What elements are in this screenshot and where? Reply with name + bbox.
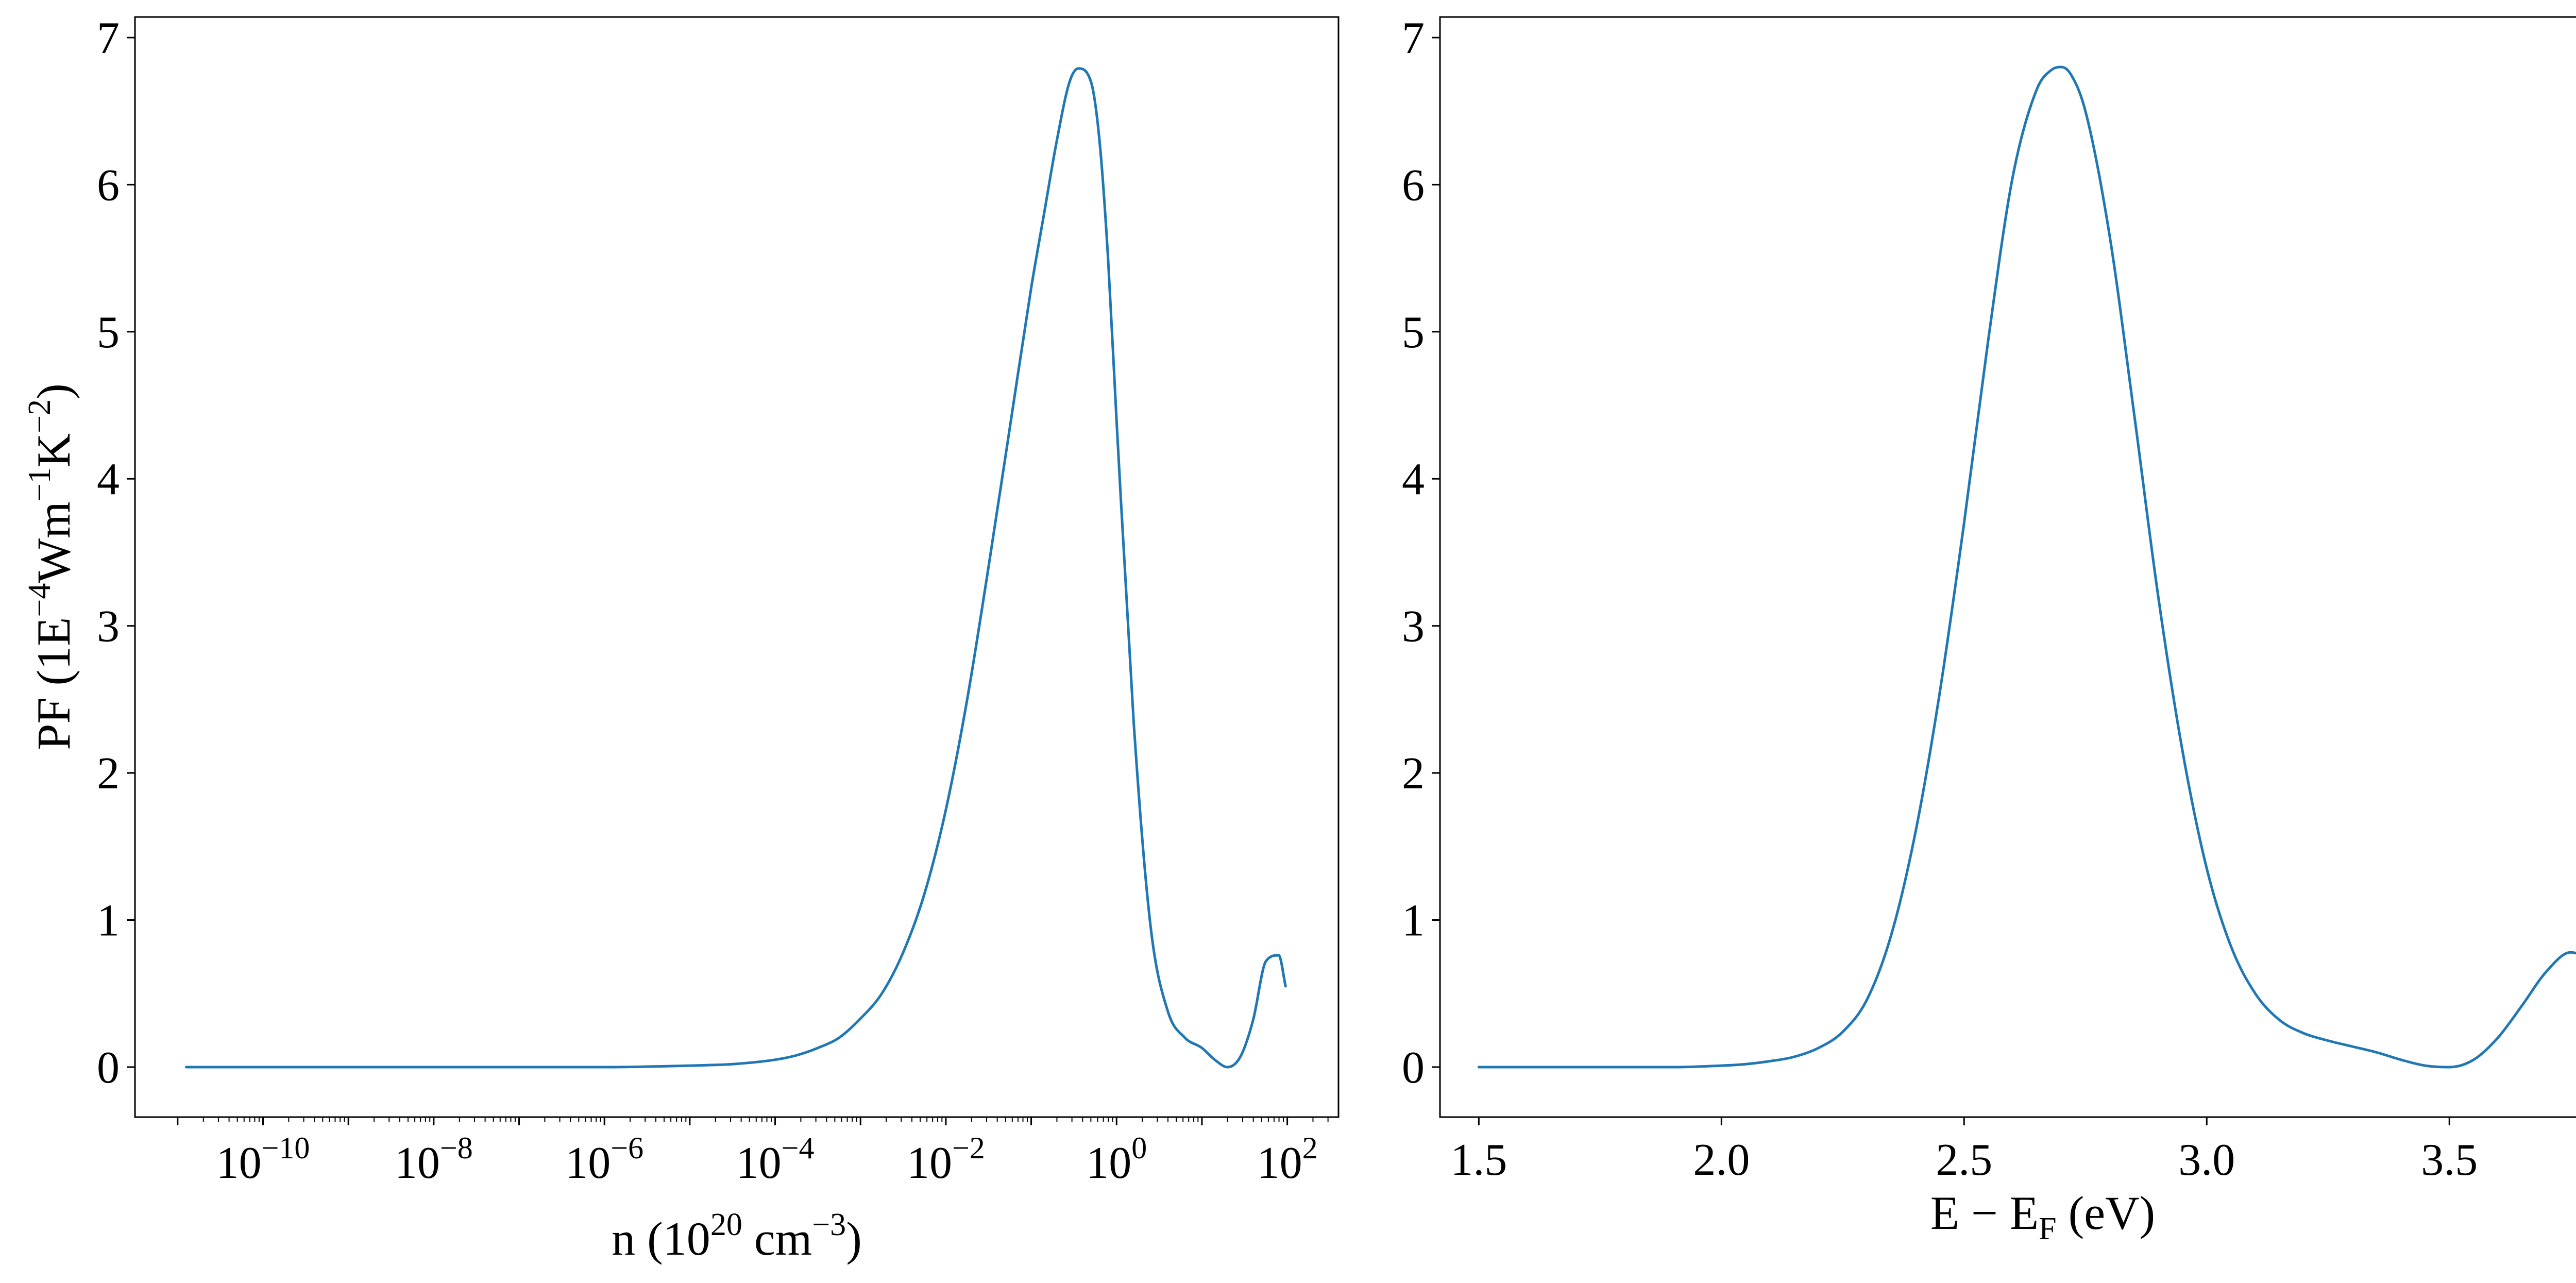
left-y-label-sup1: −4 xyxy=(22,583,57,617)
right-x-label-base: E − E xyxy=(1930,1187,2039,1239)
left-x-tick-label: 10−8 xyxy=(395,1131,473,1188)
left-y-tick-label: 0 xyxy=(97,1043,120,1093)
right-y-tick-labels: 0 1 2 3 4 5 6 7 xyxy=(1402,13,1425,1093)
left-y-label-mid2: K xyxy=(27,433,80,467)
right-y-tick-label: 7 xyxy=(1402,13,1425,63)
left-plot-frame xyxy=(134,16,1340,1118)
right-y-tick-label: 6 xyxy=(1402,160,1425,210)
left-x-tick-label: 10−10 xyxy=(216,1131,310,1188)
left-x-tick-label: 10−6 xyxy=(565,1131,643,1188)
left-y-tick-label: 5 xyxy=(97,308,120,358)
right-series-line xyxy=(1477,65,2576,1069)
right-x-axis-label: E − EF (eV) xyxy=(1930,1187,2155,1246)
right-y-tick-label: 3 xyxy=(1402,602,1425,652)
left-x-tick-label: 100 xyxy=(1086,1131,1147,1188)
right-chart: 0 1 2 3 4 5 6 7 1.5 2.0 2.5 3.0 3.5 E − EF (eV) xyxy=(1402,13,2576,1246)
right-x-tick-label: 3.5 xyxy=(2421,1135,2478,1185)
right-plot-frame xyxy=(1439,16,2576,1118)
left-x-tick-label: 10−4 xyxy=(736,1131,815,1188)
left-y-tick-label: 7 xyxy=(97,13,120,63)
right-x-tick-label: 2.0 xyxy=(1693,1135,1750,1185)
right-x-label-sub: F xyxy=(2039,1211,2056,1246)
right-y-tick-label: 5 xyxy=(1402,308,1425,358)
left-y-tick-label: 4 xyxy=(97,454,120,504)
left-x-tick-label: 10−2 xyxy=(907,1131,985,1188)
left-y-tick-label: 2 xyxy=(97,749,120,799)
right-ticks xyxy=(1432,37,2450,1125)
left-y-tick-labels: 0 1 2 3 4 5 6 7 xyxy=(97,13,120,1093)
left-ticks xyxy=(127,37,1329,1125)
left-x-label-mid: cm xyxy=(742,1212,812,1265)
right-x-tick-label: 3.0 xyxy=(2178,1135,2235,1185)
right-x-tick-label: 2.5 xyxy=(1936,1135,1992,1185)
left-y-tick-label: 3 xyxy=(97,602,120,652)
right-x-label-end: (eV) xyxy=(2057,1187,2156,1239)
left-y-tick-label: 1 xyxy=(97,896,120,946)
left-x-label-base: n (10 xyxy=(612,1212,710,1265)
left-y-label-sup2: −1 xyxy=(22,467,57,501)
left-y-label-mid1: Wm xyxy=(27,501,80,583)
left-x-label-end: ) xyxy=(846,1212,862,1265)
left-x-label-sup2: −3 xyxy=(812,1207,846,1242)
right-y-tick-label: 0 xyxy=(1402,1043,1425,1093)
left-x-label-sup1: 20 xyxy=(710,1207,742,1242)
left-chart: 0 1 2 3 4 5 6 7 10−10 10−8 10−6 10−4 10−2 100 102 n (… xyxy=(22,13,1340,1265)
left-x-axis-label: n (1020 cm−3) xyxy=(612,1207,862,1265)
right-x-tick-labels: 1.5 2.0 2.5 3.0 3.5 xyxy=(1450,1135,2478,1185)
left-y-label-sup3: −2 xyxy=(22,399,57,433)
right-y-tick-label: 1 xyxy=(1402,896,1425,946)
right-y-tick-label: 2 xyxy=(1402,749,1425,799)
right-y-tick-label: 4 xyxy=(1402,454,1425,504)
left-x-tick-label: 102 xyxy=(1257,1131,1318,1188)
left-y-axis-label: PF (1E−4Wm−1K−2) xyxy=(22,383,80,750)
left-y-label-base: PF (1E xyxy=(27,617,80,750)
right-x-tick-label: 1.5 xyxy=(1450,1135,1507,1185)
left-y-tick-label: 6 xyxy=(97,160,120,210)
left-series-line xyxy=(184,67,1287,1069)
left-y-label-end: ) xyxy=(27,383,80,399)
left-x-tick-labels: 10−10 10−8 10−6 10−4 10−2 100 102 xyxy=(216,1131,1318,1188)
